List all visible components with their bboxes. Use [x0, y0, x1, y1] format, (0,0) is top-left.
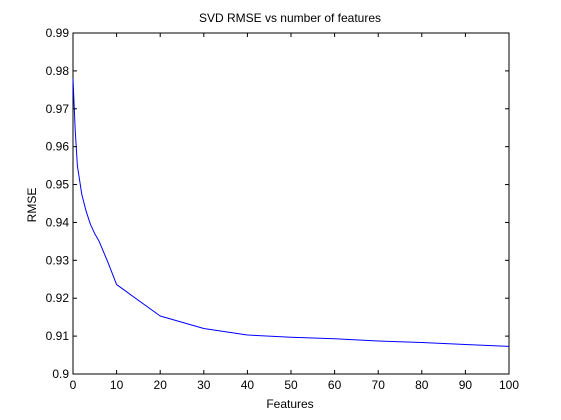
y-axis-title: RMSE	[25, 188, 39, 223]
y-tick-label: 0.98	[46, 64, 70, 78]
plot-frame	[73, 33, 509, 374]
y-tick-label: 0.96	[46, 140, 70, 154]
x-tick-label: 10	[110, 378, 124, 392]
chart-title: SVD RMSE vs number of features	[199, 11, 381, 25]
axes-layer	[73, 33, 509, 374]
y-tick-label: 0.95	[46, 178, 70, 192]
y-tick-label: 0.97	[46, 102, 70, 116]
x-tick-label: 0	[70, 378, 77, 392]
x-tick-label: 60	[328, 378, 342, 392]
x-tick-label: 70	[372, 378, 386, 392]
y-tick-label: 0.93	[46, 253, 70, 267]
x-tick-label: 100	[499, 378, 519, 392]
x-tick-label: 50	[284, 378, 298, 392]
x-tick-label: 20	[154, 378, 168, 392]
x-tick-label: 40	[241, 378, 255, 392]
y-tick-label: 0.91	[46, 329, 70, 343]
x-tick-label: 90	[459, 378, 473, 392]
x-axis-title: Features	[266, 397, 313, 411]
y-tick-label: 0.9	[52, 367, 69, 381]
y-tick-label: 0.92	[46, 291, 70, 305]
y-tick-label: 0.94	[46, 215, 70, 229]
x-tick-label: 30	[197, 378, 211, 392]
x-tick-label: 80	[415, 378, 429, 392]
y-tick-label: 0.99	[46, 26, 70, 40]
